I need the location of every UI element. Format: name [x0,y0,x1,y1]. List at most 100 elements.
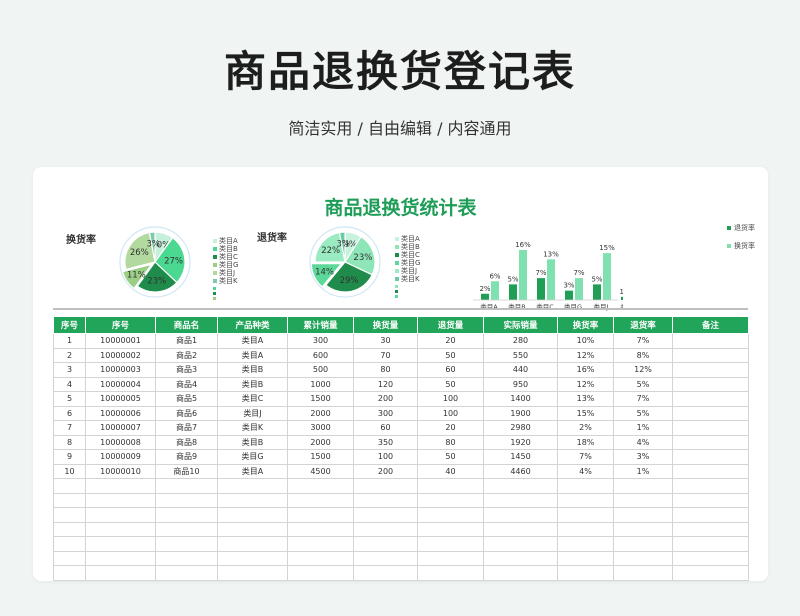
table-cell[interactable]: 商品5 [155,391,218,407]
table-cell[interactable] [85,492,156,508]
table-cell[interactable] [557,492,614,508]
table-cell[interactable]: 16% [557,362,614,378]
table-cell[interactable]: 2000 [287,434,354,450]
table-cell[interactable] [353,565,418,581]
table-cell[interactable] [353,521,418,537]
table-cell[interactable] [85,507,156,523]
table-cell[interactable] [417,565,484,581]
table-cell[interactable] [417,507,484,523]
table-cell[interactable]: 300 [287,333,354,349]
table-cell[interactable]: 280 [483,333,558,349]
table-cell[interactable]: 80 [353,362,418,378]
table-cell[interactable] [483,507,558,523]
table-cell[interactable] [217,550,288,566]
table-cell[interactable]: 3% [613,449,673,465]
table-cell[interactable] [353,507,418,523]
table-cell[interactable] [155,492,218,508]
table-cell[interactable]: 1920 [483,434,558,450]
table-cell[interactable] [53,550,86,566]
table-cell[interactable] [557,550,614,566]
table-cell[interactable] [483,550,558,566]
table-cell[interactable]: 商品3 [155,362,218,378]
table-cell[interactable]: 10000006 [85,405,156,421]
table-cell[interactable]: 200 [353,391,418,407]
table-cell[interactable]: 9 [53,449,86,465]
table-cell[interactable]: 8% [613,347,673,363]
table-cell[interactable]: 类目G [217,449,288,465]
table-cell[interactable] [672,347,749,363]
table-cell[interactable]: 商品6 [155,405,218,421]
table-cell[interactable] [483,478,558,494]
table-cell[interactable]: 7 [53,420,86,436]
table-cell[interactable]: 1000 [287,376,354,392]
table-cell[interactable]: 类目K [217,420,288,436]
table-cell[interactable] [557,521,614,537]
table-cell[interactable]: 1450 [483,449,558,465]
table-cell[interactable] [417,550,484,566]
table-cell[interactable] [287,521,354,537]
table-cell[interactable] [672,463,749,479]
table-cell[interactable]: 12% [557,347,614,363]
table-cell[interactable]: 1900 [483,405,558,421]
table-cell[interactable]: 2 [53,347,86,363]
table-cell[interactable] [217,507,288,523]
table-cell[interactable]: 10% [557,333,614,349]
table-cell[interactable] [672,492,749,508]
table-cell[interactable]: 4500 [287,463,354,479]
table-cell[interactable]: 50 [417,347,484,363]
table-cell[interactable] [155,521,218,537]
table-cell[interactable]: 100 [353,449,418,465]
table-cell[interactable]: 10000001 [85,333,156,349]
table-cell[interactable]: 70 [353,347,418,363]
table-cell[interactable]: 10 [53,463,86,479]
table-cell[interactable]: 30 [353,333,418,349]
table-cell[interactable]: 10000004 [85,376,156,392]
table-cell[interactable]: 4 [53,376,86,392]
table-cell[interactable]: 7% [613,391,673,407]
table-cell[interactable] [613,550,673,566]
table-cell[interactable]: 类目C [217,391,288,407]
table-cell[interactable] [53,507,86,523]
table-cell[interactable]: 4% [613,434,673,450]
table-cell[interactable] [417,521,484,537]
table-cell[interactable] [557,565,614,581]
table-cell[interactable] [672,449,749,465]
table-cell[interactable]: 10000010 [85,463,156,479]
table-cell[interactable] [483,536,558,552]
table-cell[interactable]: 12% [557,376,614,392]
table-cell[interactable] [557,478,614,494]
table-cell[interactable] [672,405,749,421]
table-cell[interactable]: 350 [353,434,418,450]
table-cell[interactable] [217,478,288,494]
table-cell[interactable] [287,478,354,494]
table-cell[interactable] [672,434,749,450]
table-cell[interactable] [557,507,614,523]
table-cell[interactable]: 440 [483,362,558,378]
table-cell[interactable]: 商品2 [155,347,218,363]
table-cell[interactable]: 10000009 [85,449,156,465]
table-cell[interactable] [672,478,749,494]
table-cell[interactable]: 4460 [483,463,558,479]
table-cell[interactable]: 商品8 [155,434,218,450]
table-cell[interactable] [672,391,749,407]
table-cell[interactable]: 10000003 [85,362,156,378]
table-cell[interactable]: 950 [483,376,558,392]
table-cell[interactable] [287,550,354,566]
table-cell[interactable]: 100 [417,405,484,421]
table-cell[interactable]: 类目A [217,333,288,349]
table-cell[interactable] [613,492,673,508]
table-cell[interactable] [353,492,418,508]
table-cell[interactable]: 1% [613,463,673,479]
table-cell[interactable]: 200 [353,463,418,479]
table-cell[interactable] [217,521,288,537]
table-cell[interactable]: 4% [557,463,614,479]
table-cell[interactable]: 8 [53,434,86,450]
table-cell[interactable]: 类目A [217,347,288,363]
table-cell[interactable] [53,565,86,581]
table-cell[interactable]: 2980 [483,420,558,436]
table-cell[interactable]: 7% [557,449,614,465]
table-cell[interactable]: 5% [613,405,673,421]
table-cell[interactable]: 15% [557,405,614,421]
table-cell[interactable]: 2000 [287,405,354,421]
table-cell[interactable]: 10000008 [85,434,156,450]
